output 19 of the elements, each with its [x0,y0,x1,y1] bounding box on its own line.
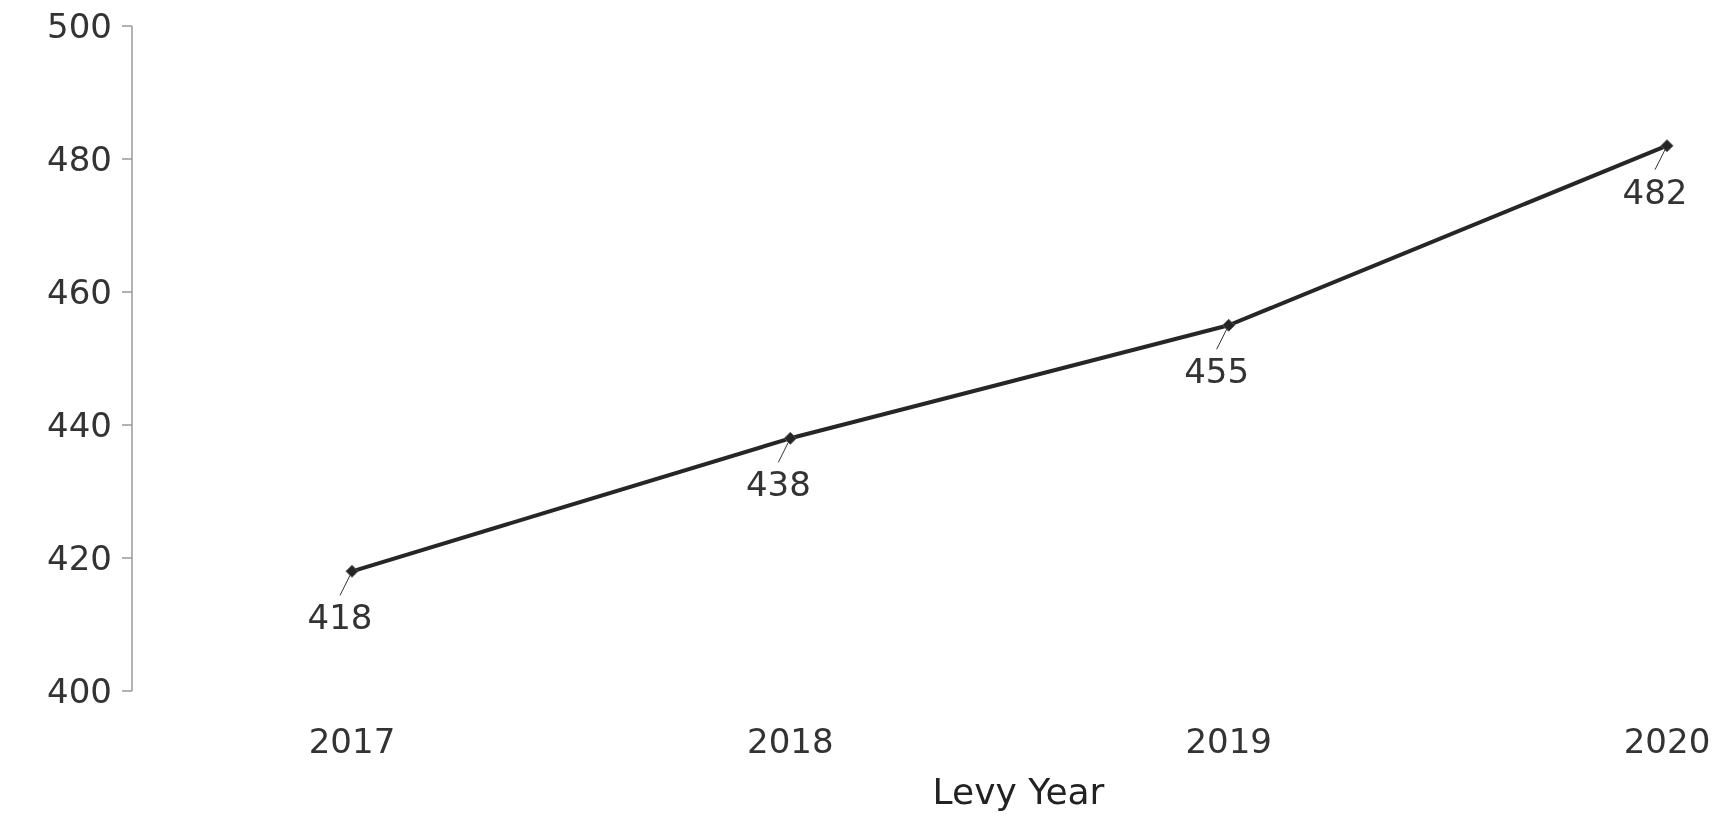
y-tick-label: 480 [47,138,112,179]
y-tick-label: 460 [47,271,112,312]
y-tick-label: 420 [47,537,112,578]
point [783,431,797,445]
x-axis-title: Levy Year [932,771,1105,812]
y-tick-label: 440 [47,404,112,445]
point [345,564,359,578]
x-tick-label: 2018 [747,721,834,761]
point [1222,318,1236,332]
x-tick-label: 2017 [308,721,396,761]
data-label: 438 [745,464,811,505]
x-tick-label: 2020 [1623,721,1711,761]
point [1660,139,1674,153]
x-tick-label: 2019 [1185,721,1272,761]
y-tick-label: 500 [47,5,112,46]
data-label: 418 [307,597,373,638]
y-tick-label: 400 [47,670,112,711]
data-label: 482 [1622,171,1688,212]
data-label: 455 [1184,351,1250,392]
